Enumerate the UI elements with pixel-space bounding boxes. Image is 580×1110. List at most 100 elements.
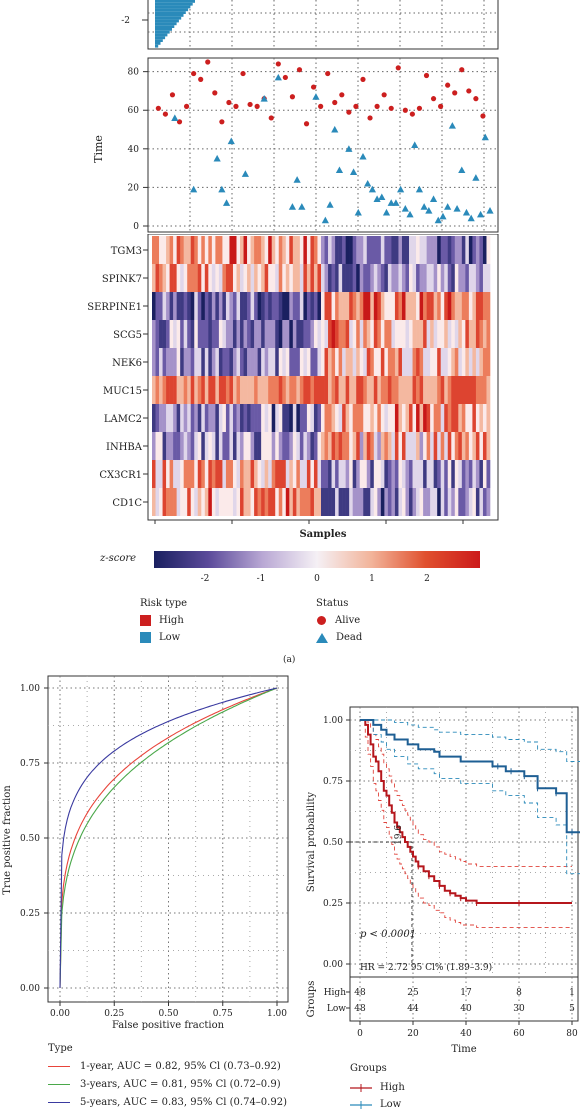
heatmap-cell [461, 488, 466, 516]
dead-point [387, 199, 395, 206]
heatmap-cell [218, 488, 223, 516]
heatmap-cell [208, 236, 213, 264]
dead-point [288, 203, 297, 210]
heatmap-cell [310, 292, 315, 320]
risk-bar [155, 39, 163, 42]
heatmap-cell [211, 236, 216, 264]
heatmap-cell [166, 432, 170, 460]
heatmap-cell [345, 320, 350, 348]
heatmap-cell [335, 348, 339, 376]
heatmap-cell [377, 432, 382, 460]
heatmap-cell [211, 488, 216, 516]
heatmap-cell [384, 236, 389, 264]
heatmap-cell [454, 460, 459, 488]
heatmap-cell [338, 376, 343, 404]
heatmap-cell [486, 236, 491, 264]
dead-point [462, 208, 471, 216]
heatmap-cell [331, 460, 336, 488]
heatmap-cell [419, 264, 424, 292]
dead-point [312, 93, 320, 100]
line-swatch [48, 1102, 70, 1103]
heatmap-cell [384, 376, 389, 404]
heatmap-cell [166, 264, 170, 292]
roc-y-label: True positive fraction [2, 785, 13, 895]
gene-label: SCG5 [113, 330, 142, 341]
dead-point [453, 205, 461, 212]
heatmap-cell [292, 292, 297, 320]
heatmap-frame [147, 234, 499, 521]
heatmap-cell [384, 292, 389, 320]
heatmap-cell [461, 376, 466, 404]
heatmap-cell [321, 404, 325, 432]
heatmap-cell [225, 320, 230, 348]
heatmap-cell [169, 292, 174, 320]
heatmap-cell [250, 348, 255, 376]
heatmap-cell [190, 292, 195, 320]
heatmap-cell [380, 460, 385, 488]
heatmap-cell [215, 264, 220, 292]
heatmap-cell [218, 432, 223, 460]
alive-point [346, 109, 352, 115]
risk-bar [155, 44, 159, 48]
dead-point [439, 212, 447, 220]
heatmap-cell [303, 376, 308, 404]
heatmap-cell [328, 432, 332, 460]
heatmap-cell [303, 292, 308, 320]
heatmap-cell [328, 404, 332, 432]
heatmap-cell [482, 376, 487, 404]
heatmap-cell [197, 488, 202, 516]
alive-point [339, 92, 345, 98]
heatmap-cell [176, 488, 181, 516]
heatmap-cell [271, 236, 276, 264]
heatmap-cell [285, 376, 290, 404]
km-curve [360, 719, 572, 904]
heatmap-cell [328, 376, 332, 404]
heatmap-cell [183, 488, 188, 516]
heatmap-cell [335, 432, 339, 460]
heatmap-cell [486, 404, 491, 432]
heatmap-cell [296, 348, 301, 376]
heatmap-cell [187, 432, 192, 460]
heatmap-cell [250, 376, 255, 404]
alive-point [296, 67, 303, 73]
heatmap-cell [292, 264, 297, 292]
alive-point [198, 76, 204, 82]
roc-curve [59, 687, 278, 989]
heatmap-cell [190, 236, 195, 264]
heatmap-cell [201, 236, 206, 264]
heatmap-cell [317, 404, 322, 432]
alive-point [430, 96, 437, 102]
heatmap-cell [261, 404, 265, 432]
heatmap-cell [324, 292, 329, 320]
heatmap-cell [268, 432, 273, 460]
scatter-plot-frame [147, 57, 499, 233]
heatmap-cell [398, 488, 403, 516]
heatmap-cell [370, 236, 375, 264]
dead-point [392, 199, 400, 206]
heatmap-cell [313, 292, 318, 320]
heatmap-cell [482, 488, 487, 516]
heatmap-cell [394, 348, 399, 376]
alive-point [162, 111, 169, 117]
heatmap-cell [437, 376, 442, 404]
heatmap-cell [423, 404, 427, 432]
heatmap-cell [461, 348, 466, 376]
roc-legend: Type 1-year, AUC = 0.82, 95% Cl (0.73–0.… [48, 1043, 287, 1108]
heatmap-cell [398, 348, 403, 376]
heatmap-cell [342, 432, 346, 460]
alive-point [367, 115, 373, 121]
heatmap-cell [447, 348, 452, 376]
heatmap-cell [349, 404, 353, 432]
heatmap-cell [328, 264, 332, 292]
risk-count: 30 [513, 1004, 525, 1014]
heatmap-cell [352, 320, 357, 348]
dead-point [420, 203, 428, 210]
heatmap-cell [254, 488, 258, 516]
heatmap-cell [458, 264, 463, 292]
heatmap-cell [401, 264, 406, 292]
heatmap-cell [398, 264, 403, 292]
heatmap-cell [412, 376, 417, 404]
heatmap-cell [225, 488, 230, 516]
heatmap-cell [211, 460, 216, 488]
heatmap-cell [465, 404, 470, 432]
